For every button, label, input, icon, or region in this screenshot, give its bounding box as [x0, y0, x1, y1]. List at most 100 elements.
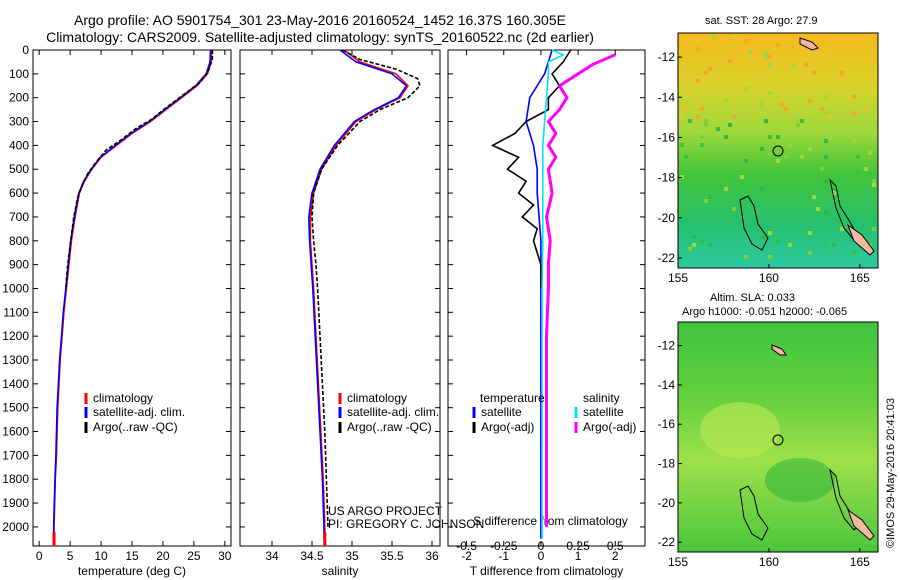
x-tick-label-salinity: -0.25: [490, 539, 518, 553]
sst-pixel: [852, 251, 856, 255]
sst-pixel: [740, 175, 744, 179]
sst-pixel: [808, 99, 812, 103]
sst-pixel: [808, 231, 812, 235]
sst-pixel: [732, 115, 736, 119]
sst-pixel: [700, 107, 704, 111]
x-tick-label: 34.5: [300, 549, 324, 563]
map-x-tick-label: 160: [759, 555, 779, 569]
sst-pixel: [684, 107, 688, 111]
sst-pixel: [704, 71, 708, 75]
sst-pixel: [840, 227, 844, 231]
sst-pixel: [788, 243, 792, 247]
sst-pixel: [728, 59, 732, 63]
sst-pixel: [800, 155, 804, 159]
sst-pixel: [820, 167, 824, 171]
x-tick-label: -1: [498, 549, 509, 563]
sst-pixel: [724, 99, 728, 103]
sst-pixel: [776, 43, 780, 47]
sst-pixel: [784, 155, 788, 159]
sst-pixel: [736, 39, 740, 43]
sst-pixel: [788, 143, 792, 147]
y-tick-label: 0: [22, 43, 29, 57]
x-tick-label: 15: [125, 549, 139, 563]
map-y-tick-label: -18: [658, 171, 676, 185]
sst-map: [677, 32, 879, 269]
sst-pixel: [768, 135, 772, 139]
sst-pixel: [776, 159, 780, 163]
map-y-tick-label: -20: [658, 211, 676, 225]
x-tick-label: 34: [265, 549, 279, 563]
x-axis-label-salinity: salinity: [322, 564, 359, 578]
sst-pixel: [756, 75, 760, 79]
sst-pixel: [872, 227, 876, 231]
x-axis-label-top-difference: S difference from climatology: [473, 514, 628, 528]
sla-blob: [700, 402, 780, 458]
sst-pixel: [688, 119, 692, 123]
sst-pixel: [840, 71, 844, 75]
map-y-tick-label: -14: [658, 378, 676, 392]
sst-pixel: [824, 155, 828, 159]
sst-pixel: [684, 155, 688, 159]
sst-pixel: [696, 115, 700, 119]
x-tick-label: 35: [345, 549, 359, 563]
y-tick-label: 1900: [2, 496, 29, 510]
sst-pixel: [680, 211, 684, 215]
y-tick-label: 500: [9, 162, 29, 176]
plot-frame-salinity: [239, 49, 441, 547]
sst-pixel: [700, 135, 704, 139]
legend-satellite-sal: satellite-adj. clim.: [347, 405, 439, 419]
sst-pixel: [780, 103, 784, 107]
sst-pixel: [744, 39, 748, 43]
sst-pixel: [824, 111, 828, 115]
y-tick-label: 800: [9, 234, 29, 248]
sst-pixel: [872, 135, 876, 139]
sst-pixel: [696, 39, 700, 43]
x-tick-label: -2: [461, 549, 472, 563]
sst-pixel: [800, 51, 804, 55]
island-outline: [739, 485, 769, 541]
legend-t-satellite: satellite: [481, 405, 522, 419]
sst-pixel: [824, 179, 828, 183]
map-y-tick-label: -12: [658, 339, 676, 353]
sst-pixel: [792, 63, 796, 67]
sst-pixel: [764, 55, 768, 59]
sst-pixel: [680, 175, 684, 179]
sst-pixel: [760, 187, 764, 191]
sst-pixel: [820, 107, 824, 111]
sst-pixel: [768, 255, 772, 259]
argo-marker: [772, 145, 784, 157]
legend-t-argo: Argo(-adj): [481, 420, 534, 434]
sst-pixel: [868, 171, 872, 175]
credit-line-2: PI: GREGORY C. JOHNSON: [328, 517, 484, 531]
sst-title: sat. SST: 28 Argo: 27.9: [705, 15, 818, 27]
sst-pixel: [872, 179, 876, 183]
sst-pixel: [696, 103, 700, 107]
y-tick-label: 900: [9, 258, 29, 272]
timestamp-stamp: ©IMOS 29-May-2016 20:41:03: [885, 398, 897, 548]
legend-climatology-sal: climatology: [347, 391, 407, 405]
island-outline: [846, 223, 875, 256]
sst-pixel: [816, 207, 820, 211]
legend-argo: Argo(..raw -QC): [93, 420, 178, 434]
legend-s-satellite: satellite: [583, 405, 624, 419]
sst-pixel: [852, 139, 856, 143]
sst-pixel: [724, 203, 728, 207]
sla-frame: [677, 321, 879, 553]
series-line-difference-3: [544, 53, 616, 527]
sst-pixel: [832, 243, 836, 247]
x-tick-label: 0: [36, 549, 43, 563]
sst-pixel: [764, 51, 768, 55]
y-tick-label: 1300: [2, 353, 29, 367]
sst-pixel: [748, 51, 752, 55]
sst-pixel: [744, 87, 748, 91]
sst-pixel: [804, 63, 808, 67]
sst-pixel: [820, 55, 824, 59]
sst-pixel: [760, 103, 764, 107]
credit-line-1: US ARGO PROJECT: [328, 504, 443, 518]
sst-pixel: [856, 171, 860, 175]
sst-pixel: [856, 55, 860, 59]
map-y-tick-label: -16: [658, 130, 676, 144]
sst-pixel: [856, 155, 860, 159]
y-tick-label: 1800: [2, 472, 29, 486]
